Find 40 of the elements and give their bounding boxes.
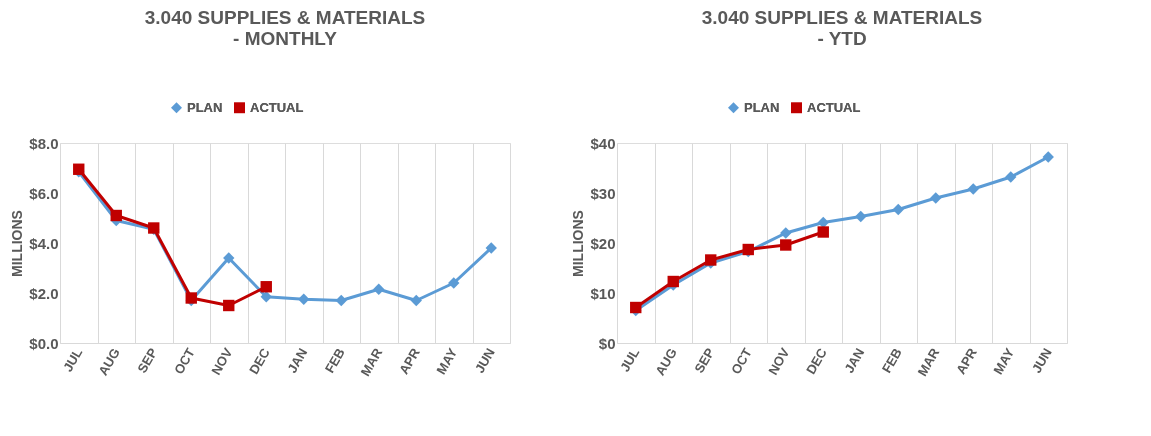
y-axis-title: MILLIONS: [570, 210, 587, 277]
point: [373, 283, 385, 295]
point: [223, 299, 235, 312]
point: [817, 226, 829, 238]
y-axis-title: MILLIONS: [9, 210, 26, 277]
point: [855, 210, 867, 223]
y-tick-label: $2.0: [29, 284, 59, 302]
point: [110, 209, 122, 222]
point: [448, 277, 460, 289]
point: [967, 183, 979, 195]
x-tick-label: JUL: [60, 345, 86, 375]
x-tick-label: JUL: [617, 345, 643, 375]
y-tick-label: $20: [590, 234, 616, 252]
legend-label: PLAN: [187, 99, 223, 115]
point: [410, 294, 422, 307]
point: [930, 192, 942, 204]
y-tick-label: $4.0: [29, 234, 59, 252]
legend-label: ACTUAL: [250, 99, 304, 115]
y-tick-label: $10: [590, 284, 616, 302]
y-tick-label: $8.0: [29, 134, 59, 152]
point: [1005, 171, 1017, 183]
chart-title: 3.040 SUPPLIES & MATERIALS - YTD: [701, 7, 983, 49]
point: [335, 294, 347, 307]
point: [780, 227, 792, 239]
legend-label: ACTUAL: [807, 99, 861, 115]
point: [485, 242, 497, 254]
point: [1042, 151, 1054, 163]
point: [892, 203, 904, 216]
point: [780, 239, 792, 251]
y-tick-label: $6.0: [29, 184, 59, 202]
legend-label: PLAN: [744, 99, 780, 115]
y-tick-label: $30: [590, 184, 616, 202]
point: [223, 252, 235, 264]
point: [260, 291, 272, 303]
y-tick-label: $0: [598, 334, 616, 352]
y-tick-label: $0.0: [29, 334, 59, 352]
chart-title: 3.040 SUPPLIES & MATERIALS - MONTHLY: [144, 7, 426, 49]
y-tick-label: $40: [590, 134, 616, 152]
point: [260, 281, 272, 293]
point: [667, 275, 679, 288]
